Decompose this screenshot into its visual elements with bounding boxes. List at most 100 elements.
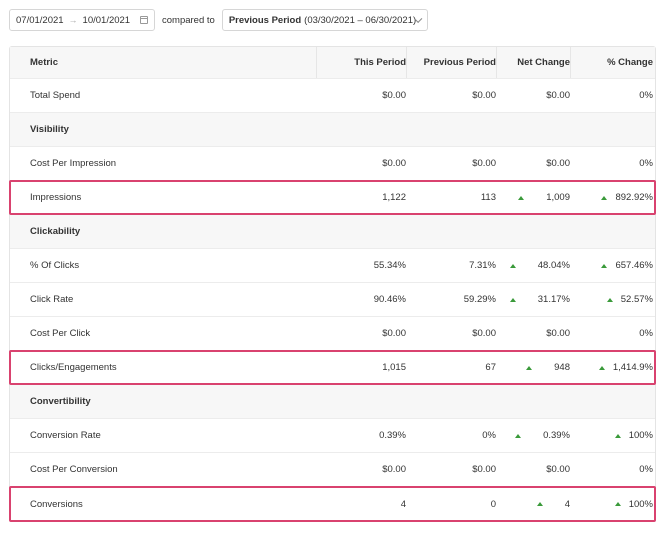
- column-this-period[interactable]: This Period: [316, 47, 406, 78]
- net-change-value: 4: [564, 498, 570, 510]
- table-header: Metric This Period Previous Period Net C…: [10, 47, 655, 79]
- period-range: (03/30/2021 – 06/30/2021): [304, 14, 417, 26]
- metric-name: Conversion Rate: [30, 430, 101, 441]
- arrow-up-icon: [601, 195, 608, 200]
- table-row: Conversion Rate 0.39% 0% 0.39% 100%: [10, 419, 655, 453]
- start-date: 07/01/2021: [16, 14, 64, 26]
- previous-period-value: 0: [490, 498, 496, 510]
- column-metric[interactable]: Metric: [30, 57, 58, 68]
- net-change-value-cell: 0.39%: [496, 430, 570, 441]
- this-period-value: 4: [400, 498, 406, 510]
- section-label: Clickability: [30, 226, 81, 237]
- pct-change-value: 100%: [628, 430, 653, 441]
- metric-name: Impressions: [30, 192, 82, 203]
- column-previous-period[interactable]: Previous Period: [406, 47, 496, 78]
- net-change-value-cell: $0.00: [496, 158, 570, 169]
- column-previous-period-label: Previous Period: [423, 57, 496, 68]
- previous-period-value: 0%: [482, 430, 496, 441]
- pct-change-value: 0%: [639, 158, 653, 169]
- net-change-value-cell: 1,009: [496, 192, 570, 203]
- net-change-value: 0.39%: [543, 430, 570, 441]
- net-change-value-cell: $0.00: [496, 90, 570, 101]
- net-change-value-cell: $0.00: [496, 464, 570, 475]
- arrow-up-icon: [598, 365, 605, 370]
- net-change-value-cell: $0.00: [496, 328, 570, 339]
- previous-period-value: 59.29%: [463, 294, 496, 305]
- net-change-value: $0.00: [546, 158, 570, 169]
- metrics-table: Metric This Period Previous Period Net C…: [9, 46, 656, 522]
- metric-name: Cost Per Impression: [30, 158, 117, 169]
- net-change-value-cell: 31.17%: [496, 294, 570, 305]
- pct-change-value: 0%: [639, 464, 653, 475]
- table-row: Total Spend $0.00 $0.00 $0.00 0%: [10, 79, 655, 113]
- table-row: Cost Per Click $0.00 $0.00 $0.00 0%: [10, 317, 655, 351]
- net-change-value: $0.00: [546, 328, 570, 339]
- previous-period-value: $0.00: [472, 158, 496, 169]
- section-row: Visibility: [10, 113, 655, 147]
- pct-change-value-cell: 100%: [570, 499, 653, 510]
- net-change-value-cell: 48.04%: [496, 260, 570, 271]
- metric-name: Total Spend: [30, 90, 81, 101]
- pct-change-value: 52.57%: [620, 294, 653, 305]
- pct-change-value-cell: 52.57%: [570, 294, 653, 305]
- this-period-value: $0.00: [382, 464, 406, 475]
- this-period-value: 0.39%: [379, 430, 406, 441]
- table-row: Cost Per Impression $0.00 $0.00 $0.00 0%: [10, 147, 655, 181]
- metric-name: Click Rate: [30, 294, 74, 305]
- table-row: Impressions 1,122 113 1,009 892.92%: [9, 180, 656, 215]
- table-row: Clicks/Engagements 1,015 67 948 1,414.9%: [9, 350, 656, 385]
- pct-change-value-cell: 0%: [570, 90, 653, 101]
- pct-change-value: 0%: [639, 90, 653, 101]
- net-change-value-cell: 948: [496, 362, 570, 373]
- arrow-up-icon: [606, 297, 613, 302]
- column-this-period-label: This Period: [354, 57, 406, 68]
- end-date: 10/01/2021: [82, 14, 131, 26]
- section-label: Convertibility: [30, 396, 91, 407]
- comparison-period-select[interactable]: Previous Period (03/30/2021 – 06/30/2021…: [221, 9, 428, 31]
- period-label: Previous Period: [228, 14, 302, 26]
- section-row: Clickability: [10, 215, 655, 249]
- this-period-value: 90.46%: [373, 294, 406, 305]
- arrow-up-icon: [515, 433, 522, 438]
- section-row: Convertibility: [10, 385, 655, 419]
- section-label: Visibility: [30, 124, 69, 135]
- net-change-value: 48.04%: [537, 260, 570, 271]
- table-row: Cost Per Conversion $0.00 $0.00 $0.00 0%: [10, 453, 655, 487]
- arrow-up-icon: [509, 263, 516, 268]
- this-period-value: $0.00: [382, 90, 406, 101]
- calendar-icon: [140, 16, 148, 24]
- pct-change-value-cell: 100%: [570, 430, 653, 441]
- previous-period-value: $0.00: [472, 90, 496, 101]
- pct-change-value-cell: 0%: [570, 158, 653, 169]
- net-change-value: 948: [554, 362, 570, 373]
- table-row: Click Rate 90.46% 59.29% 31.17% 52.57%: [10, 283, 655, 317]
- this-period-value: $0.00: [382, 328, 406, 339]
- this-period-value: 1,015: [382, 362, 406, 373]
- column-pct-change[interactable]: % Change: [570, 47, 653, 78]
- net-change-value: 1,009: [546, 192, 570, 203]
- table-row: Conversions 4 0 4 100%: [9, 486, 656, 522]
- pct-change-value-cell: 0%: [570, 328, 653, 339]
- arrow-up-icon: [518, 195, 525, 200]
- pct-change-value: 0%: [639, 328, 653, 339]
- previous-period-value: $0.00: [472, 328, 496, 339]
- metric-name: Conversions: [30, 498, 83, 510]
- arrow-up-icon: [601, 263, 608, 268]
- net-change-value: 31.17%: [537, 294, 570, 305]
- metric-name: Clicks/Engagements: [30, 362, 117, 373]
- metric-name: % Of Clicks: [30, 260, 80, 271]
- this-period-value: $0.00: [382, 158, 406, 169]
- previous-period-value: $0.00: [472, 464, 496, 475]
- this-period-value: 55.34%: [373, 260, 406, 271]
- column-net-change[interactable]: Net Change: [496, 47, 570, 78]
- pct-change-value-cell: 1,414.9%: [570, 362, 653, 373]
- arrow-up-icon: [526, 365, 533, 370]
- pct-change-value: 892.92%: [615, 192, 653, 203]
- arrow-up-icon: [509, 297, 516, 302]
- metric-name: Cost Per Click: [30, 328, 91, 339]
- net-change-value-cell: 4: [496, 499, 570, 510]
- date-range-picker[interactable]: 07/01/2021 → 10/01/2021: [9, 9, 155, 31]
- column-net-change-label: Net Change: [517, 57, 570, 68]
- net-change-value: $0.00: [546, 464, 570, 475]
- arrow-up-icon: [614, 502, 621, 506]
